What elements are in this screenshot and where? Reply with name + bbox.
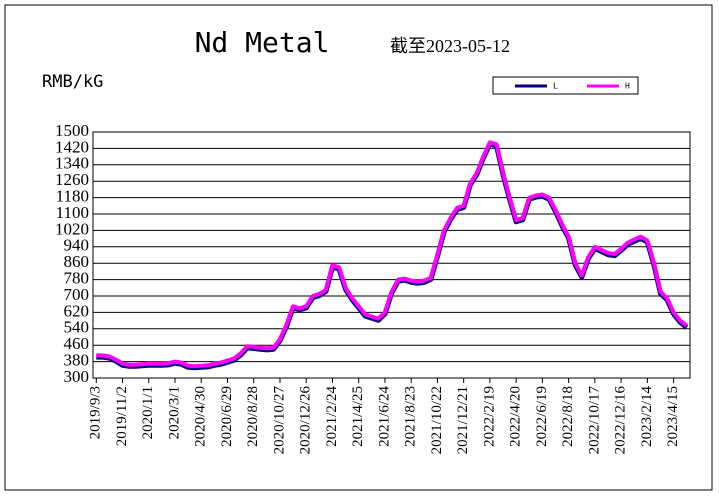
x-tick-label: 2021/2/24 [324, 386, 340, 447]
chart-subtitle: 截至2023-05-12 [390, 36, 510, 56]
x-tick-label: 2022/2/19 [481, 386, 497, 447]
x-tick-label: 2019/11/2 [114, 386, 130, 446]
x-tick-label: 2022/8/18 [560, 386, 576, 447]
x-tick-label: 2020/4/30 [193, 386, 209, 447]
y-tick-label: 1020 [55, 219, 89, 238]
x-tick-label: 2023/4/15 [665, 386, 681, 447]
y-tick-label: 940 [64, 236, 90, 255]
x-tick-label: 2020/10/27 [271, 386, 287, 455]
x-tick-label: 2019/9/3 [88, 386, 104, 439]
legend-label: L [553, 82, 558, 91]
x-tick-label: 2021/8/23 [403, 386, 419, 447]
x-tick-label: 2021/4/25 [350, 386, 366, 447]
y-tick-label: 780 [64, 269, 90, 288]
x-tick-label: 2022/4/20 [508, 386, 524, 447]
y-axis-label: RMB/kG [42, 72, 103, 92]
x-tick-label: 2020/12/26 [298, 386, 314, 455]
legend-label: H [625, 82, 630, 91]
x-tick-label: 2020/6/29 [219, 386, 235, 447]
plot-area [92, 131, 691, 379]
legend [492, 76, 639, 95]
x-tick-label: 2021/6/24 [376, 386, 392, 447]
series-line [96, 140, 688, 369]
y-tick-label: 300 [64, 367, 90, 386]
y-tick-label: 1180 [56, 187, 89, 206]
x-tick-label: 2022/12/16 [613, 386, 629, 455]
y-tick-label: 1420 [55, 137, 89, 156]
y-tick-label: 860 [64, 252, 90, 271]
y-tick-label: 620 [64, 301, 90, 320]
x-tick-label: 2020/3/1 [166, 386, 182, 439]
y-tick-label: 380 [64, 351, 90, 370]
x-tick-label: 2020/1/1 [140, 386, 156, 439]
x-tick-label: 2022/6/19 [534, 386, 550, 447]
y-tick-label: 1500 [55, 121, 89, 140]
x-tick-label: 2021/12/21 [455, 386, 471, 454]
y-tick-label: 1340 [55, 154, 89, 173]
y-tick-label: 460 [64, 334, 90, 353]
x-tick-label: 2023/2/14 [639, 386, 655, 447]
x-tick-label: 2021/10/22 [429, 386, 445, 454]
y-tick-label: 1100 [56, 203, 89, 222]
chart-title: Nd Metal [195, 26, 330, 59]
x-tick-label: 2022/10/17 [586, 386, 602, 455]
y-tick-label: 700 [64, 285, 90, 304]
y-tick-label: 540 [64, 318, 90, 337]
x-tick-label: 2020/8/28 [245, 386, 261, 447]
y-tick-label: 1260 [55, 170, 89, 189]
